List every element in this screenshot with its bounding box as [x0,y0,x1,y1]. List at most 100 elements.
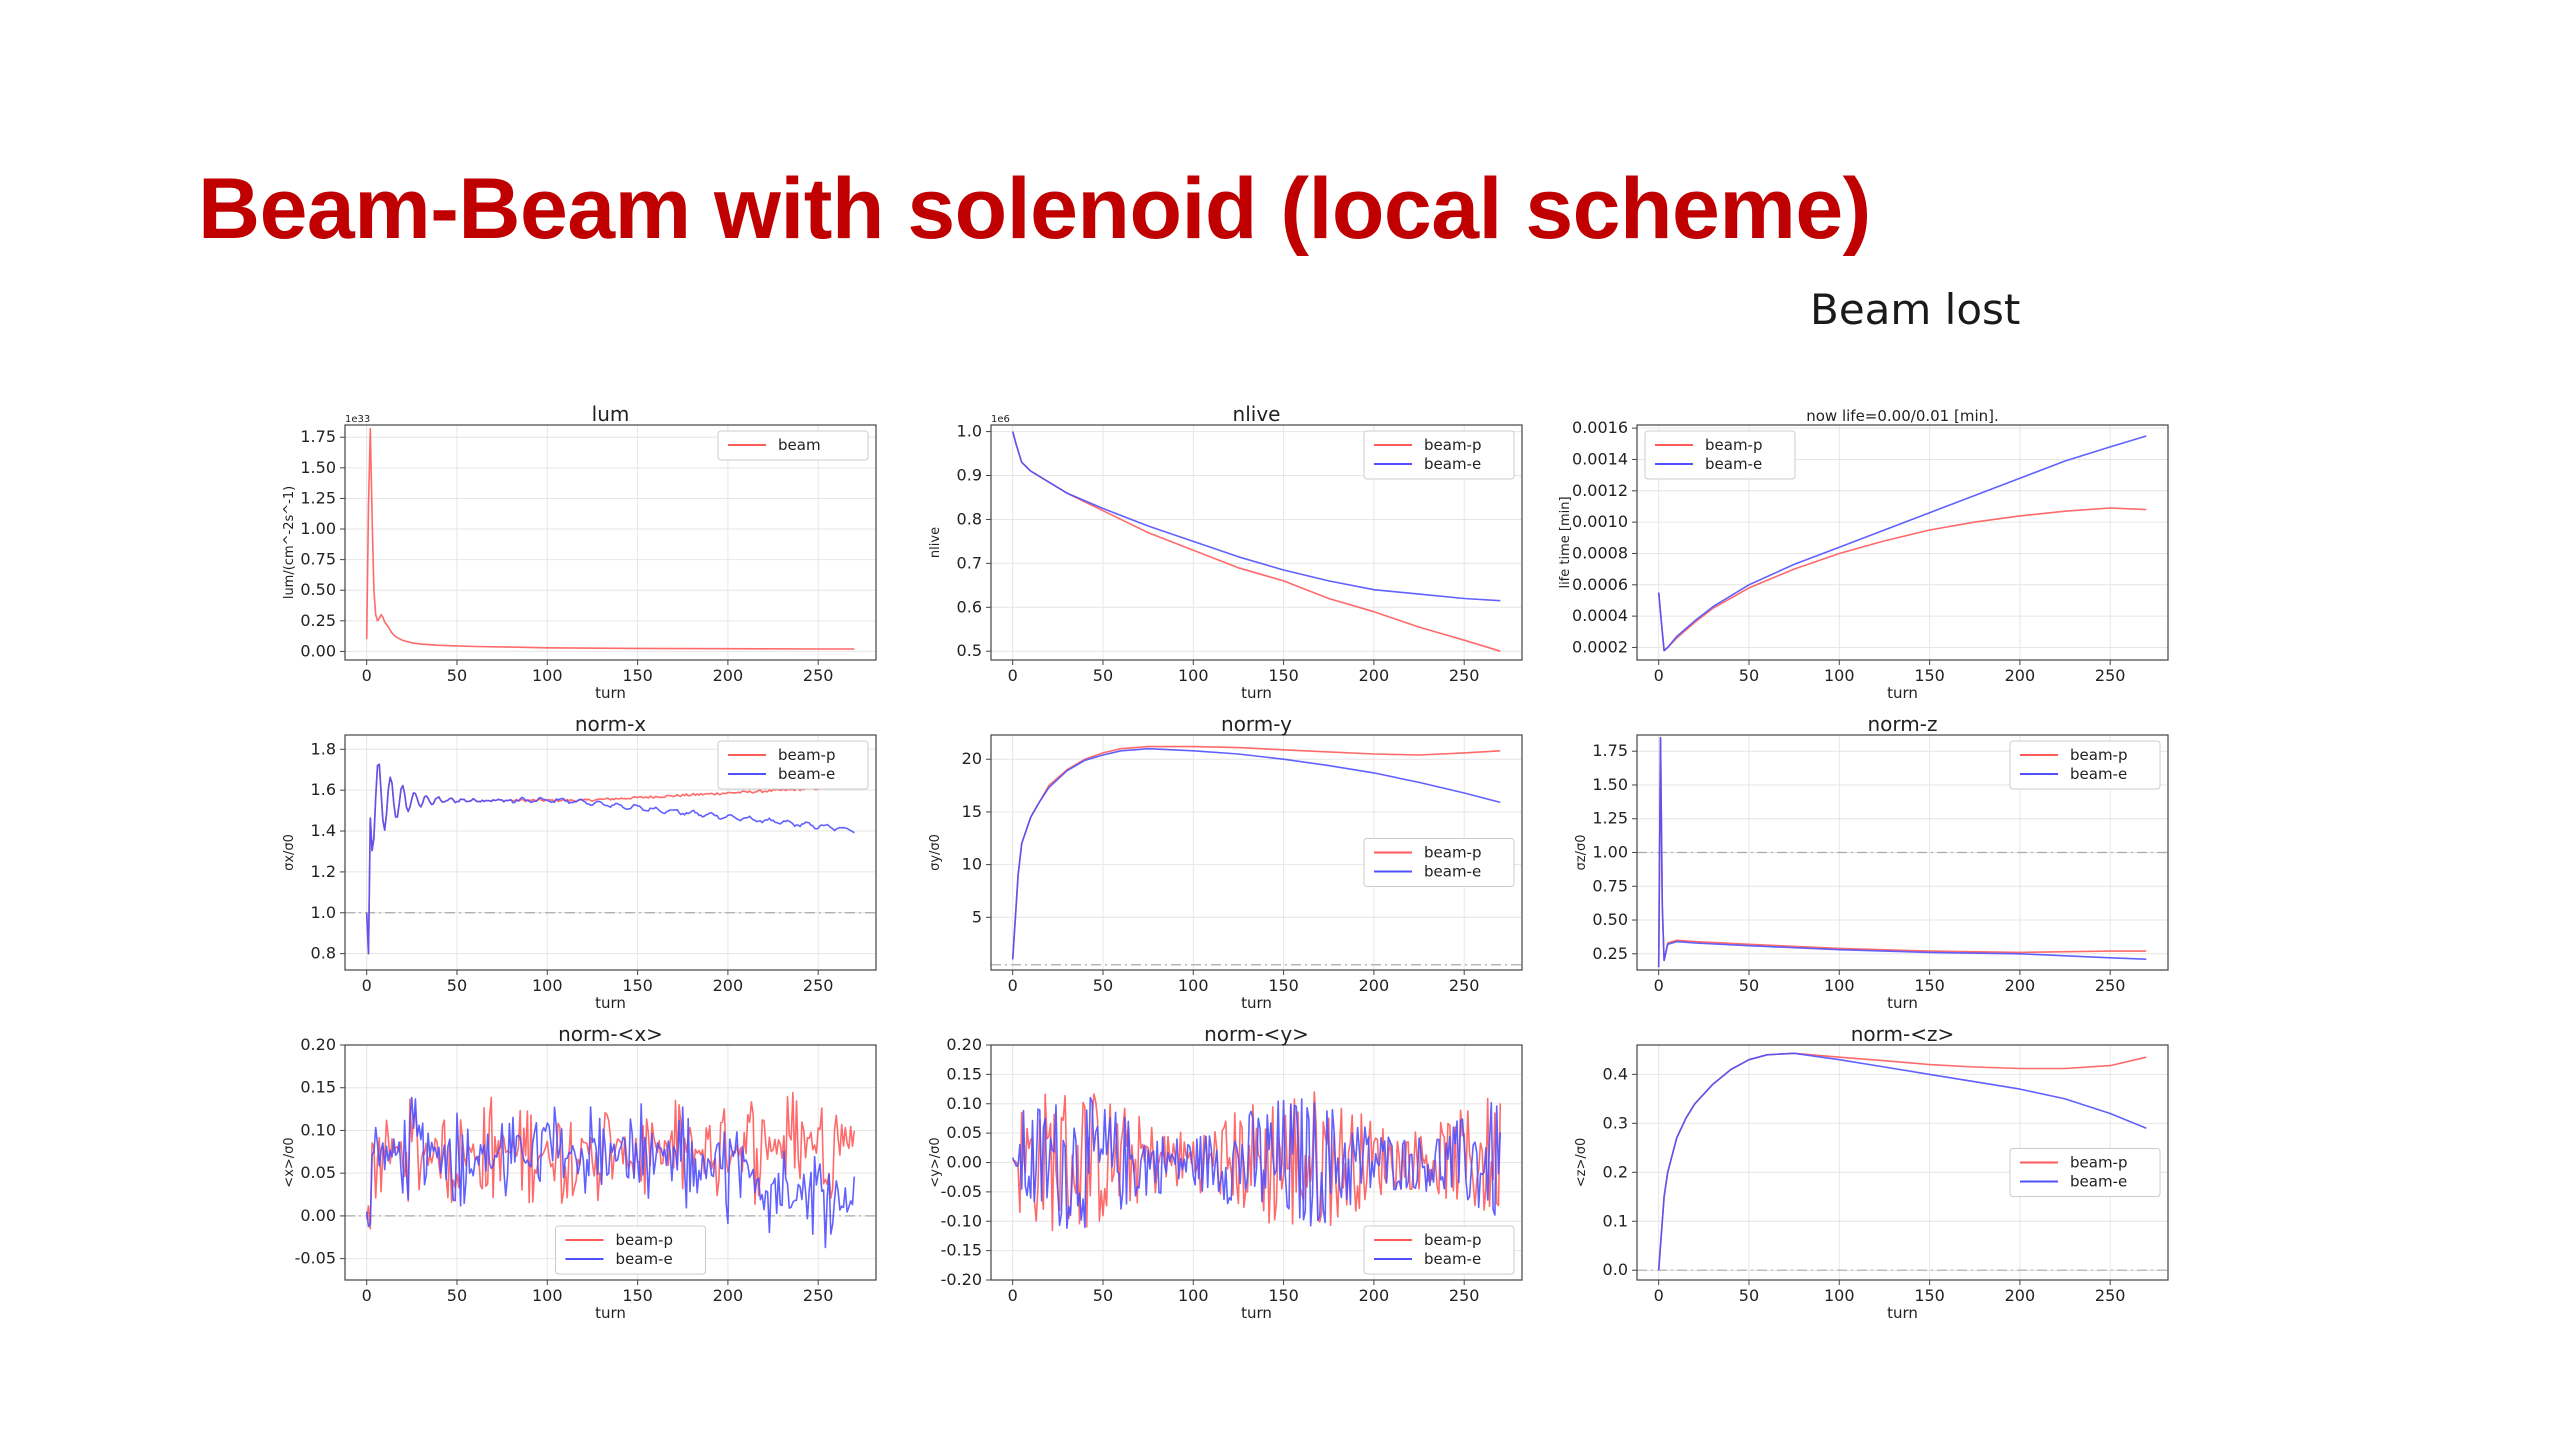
chart-title: norm-z [1868,712,1938,736]
y-tick-label: 0.05 [946,1123,982,1142]
x-axis-label: turn [595,1304,626,1322]
x-tick-label: 0 [1008,666,1018,685]
x-tick-label: 200 [2005,976,2036,995]
series-line-beam-p [365,1091,856,1230]
legend: beam [717,430,869,461]
y-tick-label: -0.20 [941,1270,982,1289]
y-tick-label: 0.75 [1592,876,1628,895]
y-tick-label: 0.50 [1592,910,1628,929]
legend-box [1363,1225,1515,1275]
slide-title: Beam-Beam with solenoid (local scheme) [198,161,1871,257]
x-tick-label: 150 [1268,976,1299,995]
x-tick-label: 0 [1654,1286,1664,1305]
chart-title: norm-x [575,712,646,736]
y-tick-label: 0.0 [1603,1260,1628,1279]
x-tick-label: 0 [362,1286,372,1305]
y-tick-label: 0.0004 [1572,606,1628,625]
x-tick-label: 150 [1268,666,1299,685]
y-tick-label: 0.0006 [1572,575,1628,594]
y-tick-label: 10 [962,855,982,874]
x-tick-label: 200 [713,666,744,685]
y-tick-label: 5 [972,907,982,926]
y-tick-label: 0.10 [300,1120,336,1139]
x-tick-label: 150 [622,976,653,995]
legend-label: beam-e [1705,455,1762,473]
y-tick-label: 0.1 [1603,1211,1628,1230]
legend-label: beam-p [1705,436,1763,454]
series-line-beam-e [1657,1052,2147,1271]
axis-offset-text: 1e6 [991,414,1010,425]
y-tick-label: 0.10 [946,1094,982,1113]
legend-box [1644,430,1796,480]
y-tick-label: -0.05 [941,1182,982,1201]
chart-norm-x: 0 50 100 150 200 250 0.8 1.0 1.2 1.4 1.6 1.8 norm-x t… [250,712,890,1030]
x-tick-label: 250 [2095,666,2126,685]
y-tick-label: 1.75 [300,427,336,446]
chart-title: norm-<z> [1851,1022,1955,1046]
y-tick-label: -0.10 [941,1211,982,1230]
y-tick-label: 0.8 [311,944,336,963]
series-line-beam-e [1011,1096,1502,1229]
x-tick-label: 200 [1359,976,1390,995]
y-tick-label: 1.2 [311,862,336,881]
y-tick-label: 20 [962,749,982,768]
legend-label: beam-p [1424,1231,1482,1249]
legend-label: beam-p [1424,844,1482,862]
x-tick-label: 250 [1449,976,1480,995]
chart-title: lum [592,402,630,426]
y-tick-label: 1.4 [311,821,336,840]
legend-label: beam-p [616,1231,674,1249]
y-tick-label: 0.20 [300,1035,336,1054]
legend-label: beam-e [778,765,835,783]
y-tick-label: -0.05 [295,1249,336,1268]
chart-norm-mean-z: 0 50 100 150 200 250 0.0 0.1 0.2 0.3 0.4 norm-<z> tu… [1542,1022,2182,1340]
y-tick-label: 0.15 [300,1078,336,1097]
y-tick-label: 0.2 [1603,1162,1628,1181]
y-tick-label: 0.0010 [1572,512,1628,531]
chart-nlive: 0 50 100 150 200 250 0.5 0.6 0.7 0.8 0.9 1.0 nlive tu… [896,402,1536,720]
y-tick-label: 0.00 [300,641,336,660]
chart-norm-mean-y: 0 50 100 150 200 250 -0.20 -0.15 -0.10 -0.05 0.00 0… [896,1022,1536,1340]
y-tick-label: 0.0016 [1572,418,1628,437]
series-line-beam-e [1011,747,1501,960]
series-line-beam-e [1657,435,2147,652]
x-tick-label: 0 [1654,976,1664,995]
y-tick-label: 0.0008 [1572,543,1628,562]
y-tick-label: 1.0 [957,422,982,441]
x-tick-label: 100 [1178,1286,1209,1305]
y-axis-label: life time [min] [1558,496,1573,588]
legend-label: beam-e [2070,1173,2127,1191]
x-tick-label: 50 [1093,1286,1113,1305]
legend-label: beam-e [616,1250,673,1268]
x-tick-label: 250 [803,666,834,685]
x-tick-label: 200 [713,1286,744,1305]
chart-lum-svg: 0 50 100 150 200 250 0.00 0.25 0.50 0.75 1.00 1.25 1… [282,402,877,702]
chart-norm-mean-z-svg: 0 50 100 150 200 250 0.0 0.1 0.2 0.3 0.4 norm-<z> tu… [1574,1022,2169,1322]
y-tick-label: 1.75 [1592,741,1628,760]
y-tick-label: 0.50 [300,580,336,599]
x-tick-label: 100 [1824,976,1855,995]
x-axis-label: turn [595,994,626,1012]
x-tick-label: 50 [447,976,467,995]
y-tick-label: 0.00 [300,1206,336,1225]
y-axis-label: σx/σ0 [282,834,297,871]
x-tick-label: 100 [1824,666,1855,685]
x-tick-label: 250 [2095,1286,2126,1305]
chart-norm-x-svg: 0 50 100 150 200 250 0.8 1.0 1.2 1.4 1.6 1.8 norm-x t… [282,712,877,1012]
chart-norm-y: 0 50 100 150 200 250 5 10 15 20 norm-y turn σy/σ0 bea… [896,712,1536,1030]
x-tick-label: 100 [532,666,563,685]
axis-offset-text: 1e33 [345,414,370,425]
y-axis-label: <x>/σ0 [282,1137,297,1187]
axes-frame [344,734,877,971]
series-line-beam-e [365,763,855,955]
chart-title: now life=0.00/0.01 [min]. [1806,407,1999,425]
beam-lost-note: Beam lost [1810,285,2021,334]
chart-title: norm-<x> [558,1022,663,1046]
x-tick-label: 50 [447,1286,467,1305]
